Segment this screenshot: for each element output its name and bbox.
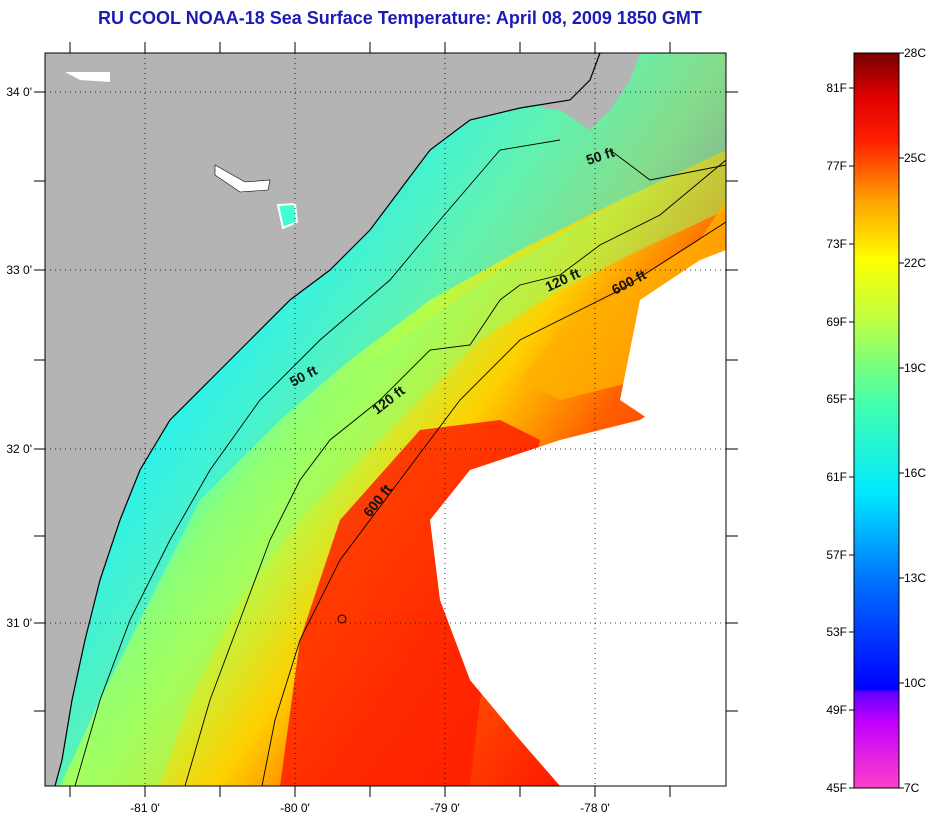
colorbar-label-f: 61F [826,470,847,484]
colorbar-label-c: 7C [904,781,920,795]
latitude-label: 32 0' [6,442,32,456]
inland-lake [214,164,271,193]
contour-seamount [337,614,347,624]
colorbar-label-f: 57F [826,548,847,562]
latitude-label: 34 0' [6,85,32,99]
coastline [54,53,601,786]
map-frame [44,52,727,787]
land-mass-northeast [540,53,640,130]
contour-120ft [184,159,726,786]
longitude-label: -81 0' [130,801,160,815]
colorbar [853,52,900,789]
colorbar-label-f: 73F [826,237,847,251]
colorbar-label-c: 25C [904,151,926,165]
colorbar-label-c: 22C [904,256,926,270]
colorbar-label-c: 19C [904,361,926,375]
colorbar-label-c: 10C [904,676,926,690]
inland-lake [276,202,299,230]
colorbar-label-c: 13C [904,571,926,585]
latitude-ticks [34,91,738,712]
latitude-label: 31 0' [6,616,32,630]
land-mass [45,53,600,786]
no-data-cloud-region-north [620,250,726,420]
colorbar-label-f: 49F [826,703,847,717]
colorbar-label-f: 81F [826,81,847,95]
contour-600ft [261,221,726,786]
longitude-label: -78 0' [580,801,610,815]
longitude-label: -79 0' [430,801,460,815]
contour-50ft [609,149,726,181]
map-title: RU COOL NOAA-18 Sea Surface Temperature:… [98,8,702,28]
no-data-cloud-region [430,340,726,786]
graticule [45,53,726,786]
colorbar-label-f: 65F [826,392,847,406]
contour-50ft [74,139,561,786]
colorbar-label-c: 28C [904,46,926,60]
colorbar-label-f: 45F [826,781,847,795]
colorbar-label-f: 77F [826,159,847,173]
latitude-label: 33 0' [6,263,32,277]
longitude-label: -80 0' [280,801,310,815]
colorbar-label-c: 16C [904,466,926,480]
map-area: 50 ft 50 ft 120 ft 120 ft 600 ft 600 ft [45,53,726,786]
colorbar-ticks [849,52,904,789]
colorbar-label-f: 69F [826,315,847,329]
colorbar-label-f: 53F [826,625,847,639]
inland-lake [65,72,110,82]
longitude-ticks [69,42,671,797]
